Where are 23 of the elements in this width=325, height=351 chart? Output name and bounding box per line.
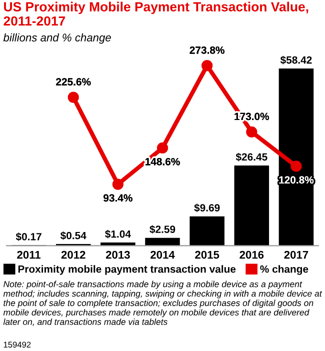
legend-label: % change	[260, 265, 308, 275]
data-label: $1.04	[105, 230, 131, 238]
data-label: $2.59	[150, 225, 176, 234]
data-label: $26.45	[236, 152, 268, 162]
data-label: $0.17	[16, 232, 42, 242]
data-label: 225.6%	[56, 78, 91, 86]
x-tick-label: 2011	[17, 250, 41, 259]
legend-label: Proximity mobile payment transaction value	[18, 265, 236, 275]
x-tick-label: 2015	[195, 250, 220, 259]
data-label: $0.54	[60, 231, 86, 240]
chart-subtitle: billions and % change	[3, 33, 111, 44]
x-tick-label: 2017	[284, 250, 308, 259]
data-label: 273.8%	[190, 46, 224, 54]
text: Note: point-of-sale transactions made by using a mobile device as a payment method; includes scanning, tapping, swiping or checking in with a mobile device at the point of sale to complete transaction; excludes purchases of digital goods on mobile devices, purchases made remotely on mobile devices that are delivered later on, and transactions made via tablets	[3, 280, 322, 326]
x-tick-label: 2012	[61, 250, 86, 259]
x-tick-label: 2016	[240, 250, 264, 259]
chart-title: US Proximity Mobile Payment Transaction Value, 2011-2017	[4, 2, 308, 26]
text: 159492	[4, 342, 31, 348]
data-label: $58.42	[280, 56, 312, 64]
x-tick-label: 2013	[106, 250, 130, 259]
x-tick-label: 2014	[150, 250, 175, 259]
data-label: $9.69	[194, 204, 220, 212]
data-label: 93.4%	[104, 194, 132, 202]
